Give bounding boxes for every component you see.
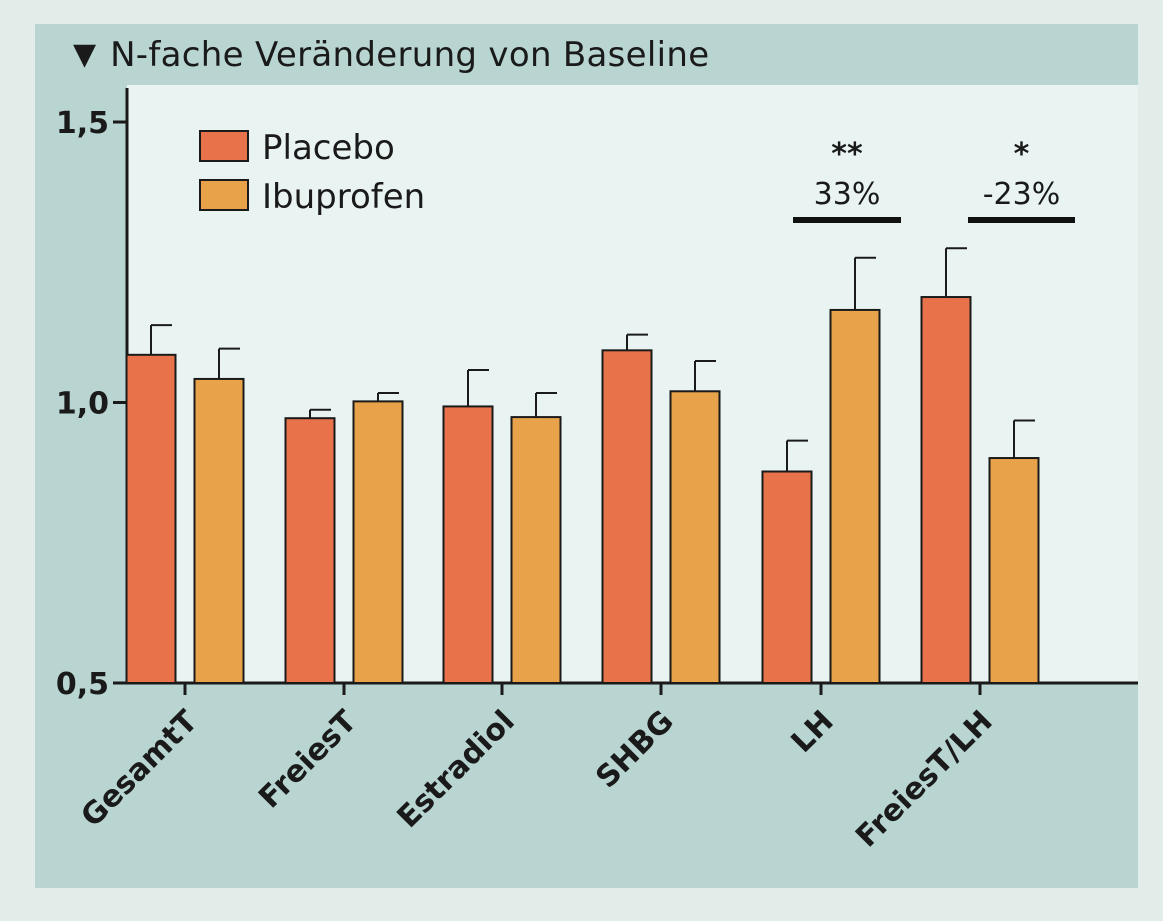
legend-label-ibuprofen: Ibuprofen [262, 177, 425, 217]
bar-ibuprofen-4 [829, 308, 881, 684]
bar-placebo-0 [125, 353, 177, 684]
bar-chart: 0,5 1,0 1,5 GesamtT FreiesT Estradiol SHBG LH Fr… [56, 88, 1138, 855]
significance-stars: ** [831, 137, 863, 172]
significance-stars: * [1014, 137, 1030, 172]
legend-swatch-placebo [199, 130, 249, 162]
legend-swatch-ibuprofen [199, 179, 249, 211]
chart-title: N-fache Veränderung von Baseline [110, 34, 710, 75]
bar-placebo-4 [761, 470, 813, 684]
x-category-label: FreiesT [252, 704, 364, 816]
y-tick-label: 1,5 [56, 106, 109, 141]
y-tick-label: 0,5 [56, 667, 109, 702]
x-category-label: FreiesT/LH [849, 704, 1000, 855]
x-category-label: Estradiol [391, 704, 522, 835]
bar-ibuprofen-1 [352, 400, 404, 684]
y-tick-label: 1,0 [56, 387, 109, 422]
bar-ibuprofen-5 [988, 457, 1040, 684]
significance-percent: -23% [983, 177, 1061, 212]
bar-placebo-2 [442, 405, 494, 684]
significance-percent: 33% [814, 177, 881, 212]
x-category-label: SHBG [589, 704, 680, 795]
bar-ibuprofen-0 [193, 377, 245, 684]
bar-placebo-5 [920, 296, 972, 684]
bar-placebo-1 [284, 417, 336, 684]
bar-placebo-3 [601, 349, 653, 684]
title-bar: ▼ N-fache Veränderung von Baseline [35, 24, 1138, 85]
bar-ibuprofen-3 [669, 390, 721, 684]
chart-panel: ▼ N-fache Veränderung von Baseline 0,5 1,… [35, 24, 1138, 888]
legend-label-placebo: Placebo [262, 128, 395, 168]
x-category-label: GesamtT [74, 704, 205, 835]
bar-ibuprofen-2 [510, 416, 562, 684]
x-category-label: LH [785, 704, 841, 760]
triangle-down-icon: ▼ [73, 37, 97, 72]
